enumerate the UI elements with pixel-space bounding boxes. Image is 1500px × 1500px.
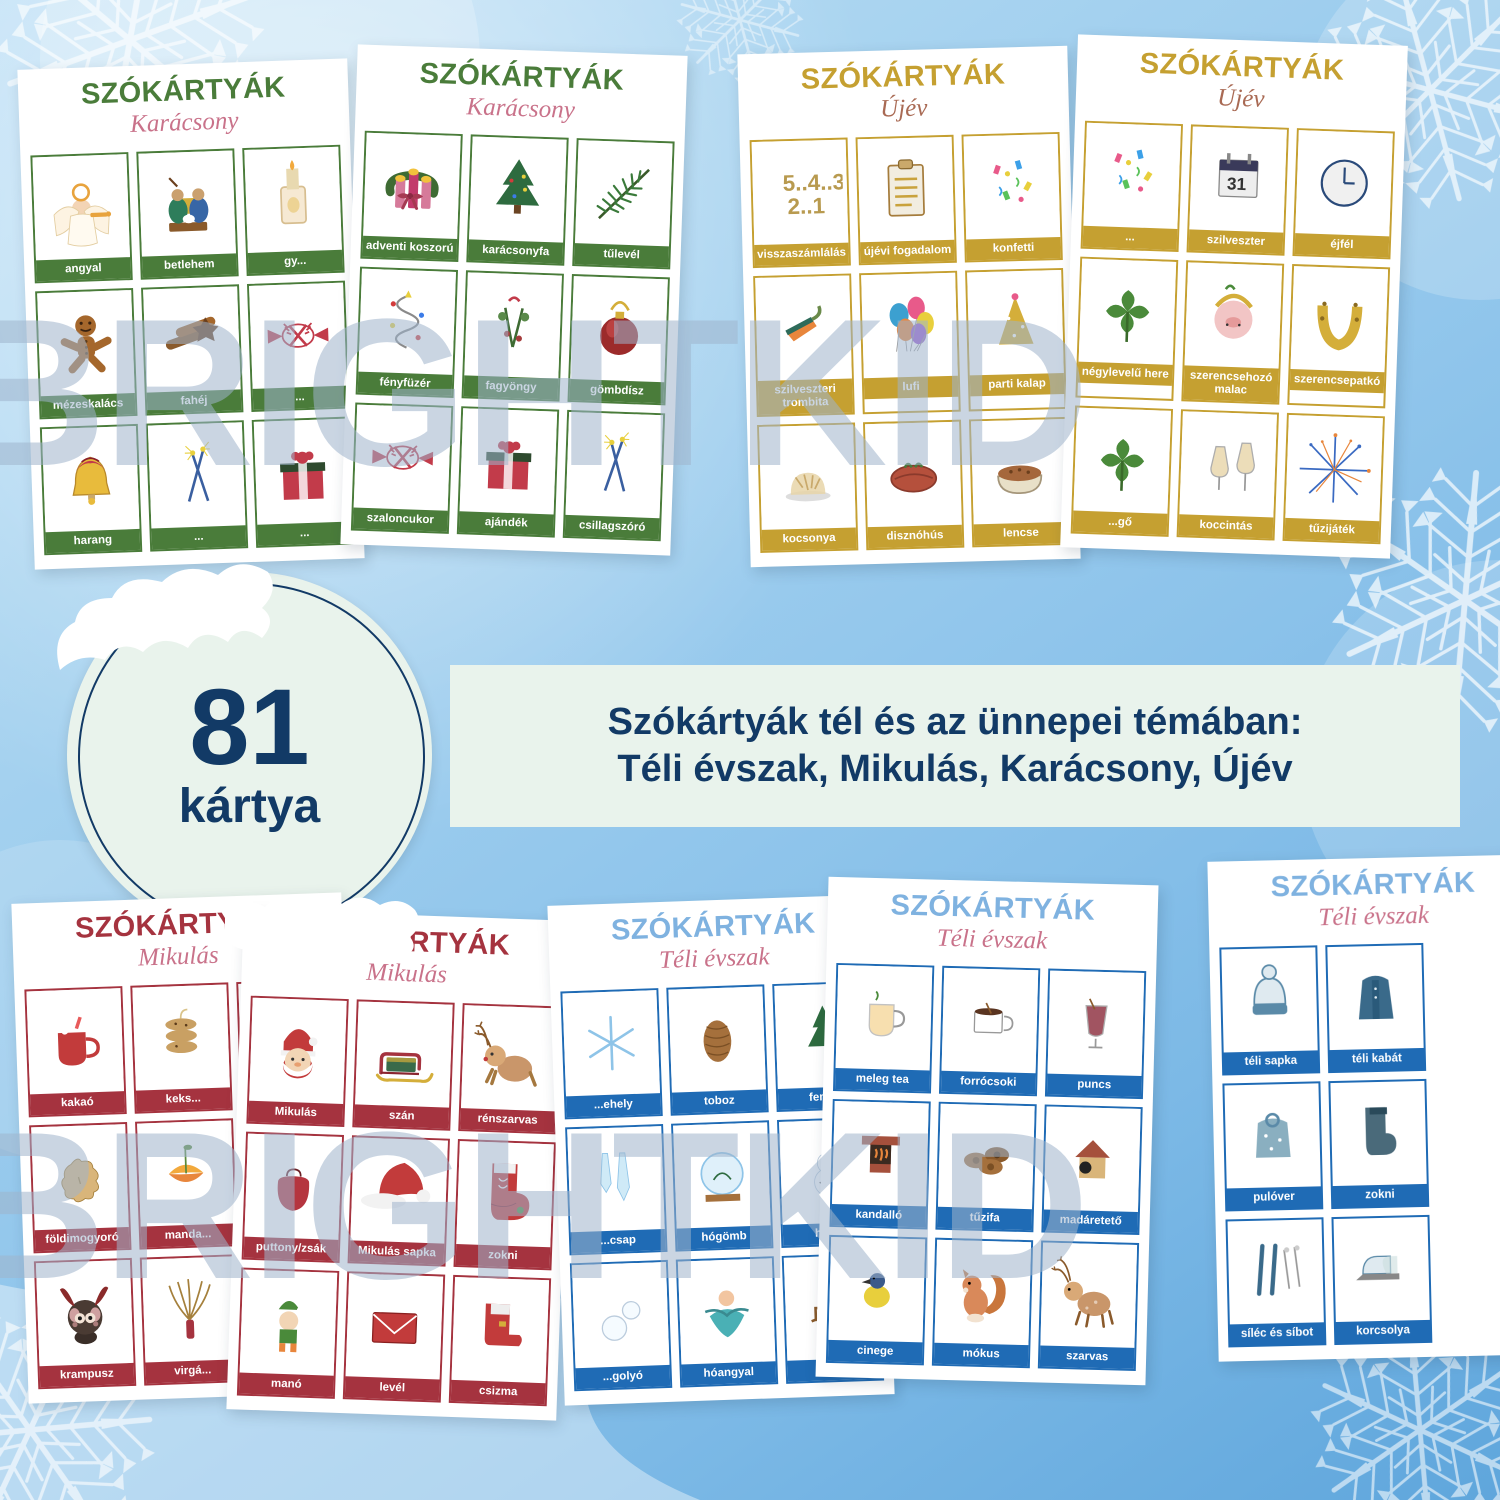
svg-text:31: 31 (1226, 173, 1246, 194)
svg-text:2..1: 2..1 (787, 193, 825, 219)
svg-text:5..4..3: 5..4..3 (782, 169, 844, 196)
